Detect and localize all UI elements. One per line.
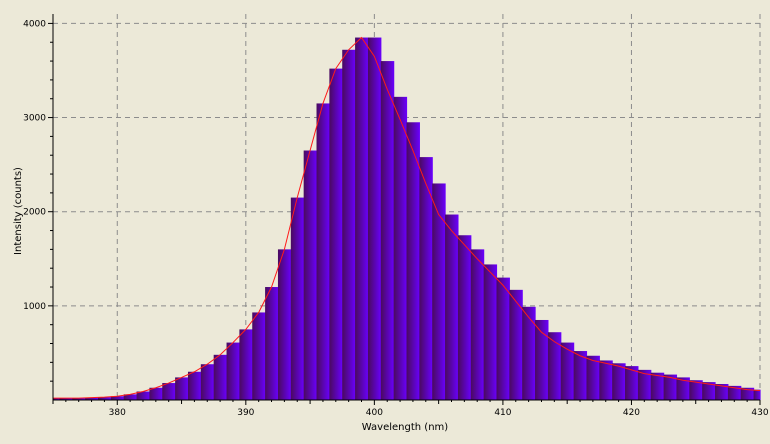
- histogram-bar: [650, 372, 665, 400]
- histogram-bar: [727, 385, 742, 400]
- histogram-bar: [509, 289, 523, 400]
- y-axis-title: Intensity (counts): [13, 167, 24, 255]
- histogram-bar: [702, 382, 716, 400]
- x-tick-label: 420: [623, 408, 640, 418]
- histogram-bar: [303, 150, 318, 400]
- histogram-bar: [625, 366, 639, 400]
- histogram-bar: [110, 396, 125, 400]
- histogram-bar: [586, 355, 600, 400]
- histogram-bar: [53, 398, 61, 400]
- histogram-bar: [406, 122, 420, 400]
- histogram-bar: [393, 96, 408, 400]
- histogram-bar: [136, 391, 151, 400]
- histogram-bar: [239, 329, 253, 400]
- y-tick-label: 4000: [23, 19, 46, 29]
- histogram-bar: [200, 364, 215, 400]
- histogram-bar: [522, 306, 536, 400]
- histogram-bar: [573, 351, 588, 400]
- histogram-bar: [367, 37, 382, 400]
- histogram-bar: [496, 277, 510, 400]
- histogram-bar: [560, 342, 575, 400]
- x-axis-title: Wavelength (nm): [362, 422, 448, 433]
- histogram-series: [53, 37, 761, 401]
- histogram-bar: [277, 249, 292, 400]
- histogram-bar: [535, 319, 549, 400]
- histogram-bar: [432, 183, 446, 400]
- histogram-bar: [753, 389, 761, 400]
- histogram-bar: [175, 377, 189, 400]
- histogram-bar: [162, 383, 176, 400]
- histogram-bar: [355, 37, 369, 400]
- histogram-bar: [483, 264, 498, 400]
- x-tick-label: 390: [237, 408, 254, 418]
- histogram-bar: [663, 374, 678, 400]
- histogram-bar: [149, 387, 163, 400]
- histogram-bar: [316, 103, 330, 400]
- histogram-bar: [380, 61, 395, 400]
- histogram-bar: [715, 383, 729, 400]
- y-tick-label: 2000: [23, 208, 46, 218]
- histogram-bar: [265, 287, 279, 400]
- histogram-bar: [226, 342, 240, 400]
- spectrum-line: [53, 36, 761, 399]
- histogram-bar: [445, 214, 459, 400]
- histogram-bar: [599, 360, 613, 400]
- histogram-bar: [740, 387, 755, 400]
- histogram-bar: [97, 397, 112, 400]
- histogram-bar: [85, 397, 99, 400]
- histogram-bar: [123, 394, 138, 400]
- y-tick-label: 3000: [23, 114, 46, 124]
- histogram-bar: [547, 332, 562, 400]
- x-tick-label: 400: [366, 408, 383, 418]
- histogram-bar: [676, 377, 690, 400]
- histogram-bar: [252, 312, 266, 400]
- histogram-bar: [612, 363, 626, 400]
- histogram-bar: [72, 398, 86, 400]
- histogram-bar: [342, 49, 356, 401]
- x-tick-label: 380: [109, 408, 126, 418]
- x-tick-label: 410: [494, 408, 511, 418]
- histogram-bar: [457, 235, 472, 400]
- histogram-bar: [419, 157, 433, 400]
- axes: 380 390 400 410 420 430 1000 2000 3000 4000: [23, 14, 769, 418]
- histogram-bar: [290, 197, 305, 400]
- histogram-bar: [213, 354, 228, 400]
- histogram-bar: [329, 68, 343, 400]
- histogram-bar: [689, 380, 703, 400]
- x-tick-label: 430: [751, 408, 768, 418]
- histogram-bar: [59, 398, 73, 400]
- y-tick-label: 1000: [23, 302, 46, 312]
- histogram-bar: [470, 249, 485, 400]
- histogram-bar: [187, 371, 202, 400]
- histogram-bar: [637, 369, 652, 400]
